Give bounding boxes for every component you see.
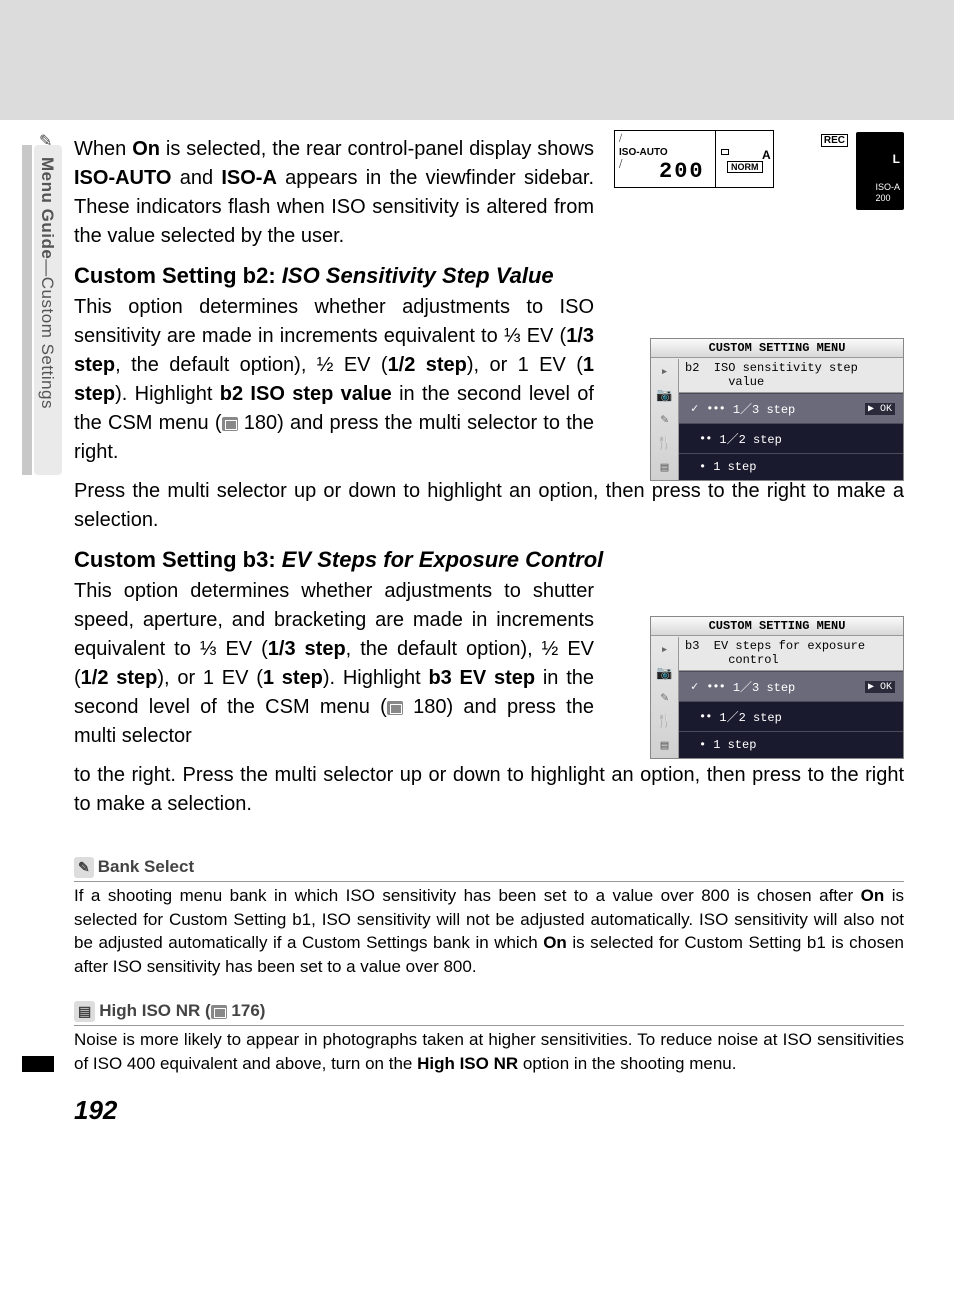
t: , the default option), ½ EV ( — [115, 354, 387, 376]
note-high-iso: ▤High ISO NR ( 176) Noise is more likely… — [74, 999, 904, 1075]
t: 176) — [227, 1001, 266, 1020]
t: Bank Select — [98, 857, 194, 876]
t: ISO-A — [221, 167, 277, 189]
ok-label: ▶ OK — [865, 681, 895, 693]
list-icon: ▤ — [74, 1001, 95, 1023]
menu-body: ✓ ••• 1／3 step ▶ OK •• 1／2 step • 1 step — [651, 393, 903, 480]
menu-screenshot-b3: CUSTOM SETTING MENU ▸ 📷 ✎ 🍴 ▤ b3 EV step… — [650, 616, 904, 759]
note-bank-select: ✎Bank Select If a shooting menu bank in … — [74, 855, 904, 979]
t: ). Highlight — [323, 667, 429, 689]
dots-icon: •• — [699, 432, 711, 446]
dots-icon: •• — [699, 710, 711, 724]
t: On — [543, 933, 567, 952]
menu-header: CUSTOM SETTING MENU — [651, 617, 903, 636]
dots-icon: ••• — [706, 680, 725, 694]
menu-row-1: • 1 step — [679, 731, 903, 758]
t: 1/3 step — [268, 638, 346, 660]
t: 1 step — [263, 667, 323, 689]
page-number: 192 — [74, 1095, 904, 1126]
t: ), or 1 EV ( — [157, 667, 263, 689]
t: is selected, the rear control-panel disp… — [160, 138, 594, 160]
t: On — [861, 886, 885, 905]
para-b2: This option determines whether adjustmen… — [74, 293, 594, 467]
fork-icon: 🍴 — [656, 436, 672, 451]
dots-icon: ••• — [706, 402, 725, 416]
t: High ISO NR ( — [99, 1001, 210, 1020]
note-title-highiso: ▤High ISO NR ( 176) — [74, 999, 904, 1026]
t: 1/2 step — [388, 354, 467, 376]
menu-screenshot-b2: CUSTOM SETTING MENU ▸ 📷 ✎ 🍴 ▤ b2 ISO sen… — [650, 338, 904, 481]
pencil-icon: ✎ — [74, 857, 94, 879]
para-iso-auto: When On is selected, the rear control-pa… — [74, 135, 594, 251]
t: b2 ISO step value — [220, 383, 392, 405]
camera-icon: 📷 — [656, 666, 672, 681]
page-ref-icon — [211, 1005, 227, 1019]
t: and — [171, 167, 221, 189]
list-icon: ▤ — [661, 460, 669, 475]
t: Custom Setting b3: — [74, 547, 282, 572]
t: If a shooting menu bank in which ISO sen… — [74, 886, 861, 905]
pencil-icon: ✎ — [661, 690, 669, 705]
t: ). Highlight — [115, 383, 220, 405]
menu-row-1-3: ✓ ••• 1／3 step ▶ OK — [679, 393, 903, 423]
menu-subtitle: b2 ISO sensitivity step value — [651, 358, 903, 393]
t: ), or 1 EV ( — [467, 354, 583, 376]
t: 1/2 step — [81, 667, 158, 689]
t: Custom Setting b2: — [74, 263, 282, 288]
check-icon: ✓ — [691, 679, 698, 694]
menu-row-1-2: •• 1／2 step — [679, 423, 903, 453]
top-gray-band — [0, 0, 954, 120]
row-label: 1／3 step — [733, 678, 795, 695]
accent-bar — [22, 1056, 54, 1072]
heading-b2: Custom Setting b2: ISO Sensitivity Step … — [74, 263, 904, 289]
play-icon: ▸ — [661, 364, 669, 379]
note-title-bank: ✎Bank Select — [74, 855, 904, 882]
t: On — [132, 138, 160, 160]
t: When — [74, 138, 132, 160]
fork-icon: 🍴 — [656, 714, 672, 729]
para-b2-cont: Press the multi selector up or down to h… — [74, 477, 904, 535]
pencil-icon: ✎ — [661, 412, 669, 427]
t: b3 EV step — [428, 667, 535, 689]
ok-label: ▶ OK — [865, 403, 895, 415]
row-label: 1／2 step — [719, 430, 781, 447]
t: High ISO NR — [417, 1054, 518, 1073]
para-b3: This option determines whether adjustmen… — [74, 577, 594, 751]
menu-row-1-3: ✓ ••• 1／3 step ▶ OK — [679, 671, 903, 701]
t: EV Steps for Exposure Control — [282, 547, 604, 572]
row-label: 1／3 step — [733, 400, 795, 417]
dots-icon: • — [699, 738, 705, 752]
menu-row-1-2: •• 1／2 step — [679, 701, 903, 731]
t: option in the shooting menu. — [518, 1054, 736, 1073]
row-label: 1 step — [713, 738, 756, 752]
menu-subtitle: b3 EV steps for exposure control — [651, 636, 903, 671]
page-ref-icon — [222, 417, 238, 431]
menu-body: ✓ ••• 1／3 step ▶ OK •• 1／2 step • 1 step — [651, 671, 903, 758]
dots-icon: • — [699, 460, 705, 474]
t: ISO-AUTO — [74, 167, 171, 189]
heading-b3: Custom Setting b3: EV Steps for Exposure… — [74, 547, 904, 573]
t: ISO Sensitivity Step Value — [282, 263, 554, 288]
para-b3-cont: to the right. Press the multi selector u… — [74, 761, 904, 819]
page-ref-icon — [387, 701, 403, 715]
camera-icon: 📷 — [656, 388, 672, 403]
menu-sidebar-icons: ▸ 📷 ✎ 🍴 ▤ — [651, 637, 679, 758]
list-icon: ▤ — [661, 738, 669, 753]
play-icon: ▸ — [661, 642, 669, 657]
t: This option determines whether adjustmen… — [74, 296, 594, 347]
row-label: 1 step — [713, 460, 756, 474]
menu-sidebar-icons: ▸ 📷 ✎ 🍴 ▤ — [651, 359, 679, 480]
check-icon: ✓ — [691, 401, 698, 416]
menu-header: CUSTOM SETTING MENU — [651, 339, 903, 358]
menu-row-1: • 1 step — [679, 453, 903, 480]
row-label: 1／2 step — [719, 708, 781, 725]
